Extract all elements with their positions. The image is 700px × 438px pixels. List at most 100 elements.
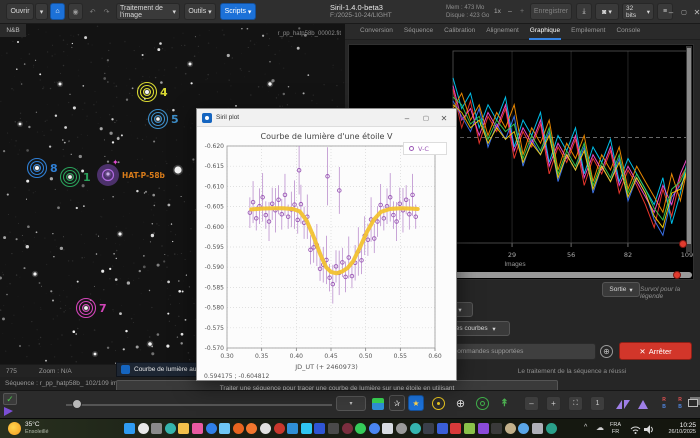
quick-photometry-icon[interactable] (432, 397, 445, 410)
taskbar-app-swirl[interactable] (164, 423, 176, 434)
clock[interactable]: 10:25 26/10/2025 (668, 422, 696, 435)
taskbar-app-lightblue-app[interactable] (518, 423, 530, 434)
weather-temperature[interactable]: 35°C (25, 421, 40, 428)
taskbar-app-crimson[interactable] (273, 423, 285, 434)
growth-tool-icon[interactable]: ↟ (500, 398, 509, 409)
plot-window-titlebar[interactable]: Siril plot – ▢ ✕ (197, 109, 456, 127)
tab-alignement[interactable]: Alignement (486, 27, 519, 34)
annotation-toggle-button[interactable]: ✰ (389, 395, 405, 411)
taskbar-app-steam[interactable] (341, 423, 353, 434)
plot-close-button[interactable]: ✕ (440, 113, 448, 123)
stop-button[interactable]: ✕ Arrêter (619, 342, 692, 360)
taskbar-app-paint[interactable] (219, 423, 231, 434)
output-dropdown[interactable]: Sortie ▾ (602, 282, 640, 297)
preview-slider-knob[interactable] (72, 399, 82, 409)
command-help-icon[interactable]: ⊕ (600, 345, 613, 358)
taskbar-app-firefox[interactable] (246, 423, 258, 434)
home-button[interactable]: ⌂ (50, 3, 65, 20)
taskbar-app-edge[interactable] (205, 423, 217, 434)
zoom-in-button[interactable]: + (519, 8, 525, 15)
siril-plot-window[interactable]: Siril plot – ▢ ✕ Courbe de lumière d'une… (196, 108, 457, 381)
taskbar-app-obs[interactable] (260, 423, 271, 434)
language-indicator[interactable]: FRA FR (610, 422, 621, 435)
open-dropdown-button[interactable]: ▾ (35, 3, 48, 20)
range-handle-bottom[interactable] (673, 271, 681, 279)
layers-icon[interactable] (688, 399, 698, 407)
cloud-icon[interactable]: ☁ (596, 423, 604, 432)
wifi-icon[interactable] (630, 425, 641, 434)
tools-menu[interactable]: Outils ▾ (184, 3, 216, 20)
zoom-in-image-button[interactable]: + (546, 396, 561, 411)
taskbar-app-x-app[interactable] (423, 423, 435, 434)
image-processing-menu[interactable]: Traitement de l'image ▾ (116, 3, 180, 20)
tray-chevron-icon[interactable]: ^ (584, 424, 588, 431)
weather-description[interactable]: Ensoleillé (25, 429, 49, 435)
command-input[interactable] (448, 343, 596, 360)
close-button[interactable]: ✕ (693, 7, 700, 17)
redo-icon[interactable]: ↷ (103, 8, 110, 16)
star-annotation-1[interactable]: 1 (59, 166, 91, 188)
taskbar-app-gray-app[interactable] (396, 423, 407, 434)
taskbar-app-explorer[interactable] (178, 423, 190, 434)
weather-sun-icon[interactable] (8, 422, 21, 435)
star-annotation-5[interactable]: 5 (147, 108, 179, 130)
taskbar-app-task-view[interactable] (151, 423, 163, 434)
taskbar-app-start[interactable] (124, 423, 135, 434)
taskbar-app-clock-app[interactable] (409, 423, 421, 434)
star-annotation-HAT-P-58b[interactable]: ✦HAT-P-58b (97, 158, 166, 186)
taskbar-app-v-red[interactable] (450, 423, 462, 434)
star-annotation-8[interactable]: 8 (26, 157, 58, 179)
save-button[interactable]: Enregistrer (530, 3, 572, 20)
display-mode-icon[interactable] (4, 407, 13, 416)
zoom-one-to-one-button[interactable]: 1 (590, 396, 605, 411)
taskbar-app-search[interactable] (137, 423, 149, 434)
taskbar-app-planet-app[interactable] (504, 423, 516, 434)
tab-calibration[interactable]: Calibration (444, 27, 476, 34)
photometry-star-button[interactable]: ★ (408, 395, 424, 411)
flip-vertical-icon[interactable] (636, 399, 650, 409)
plot-shortcut-icon[interactable] (372, 398, 384, 410)
taskbar-app-whatsapp[interactable] (355, 423, 367, 434)
open-button[interactable]: Ouvrir (6, 3, 34, 20)
target-rings-icon[interactable] (476, 397, 489, 410)
bit-depth-selector[interactable]: 32 bits ▾ (622, 3, 654, 20)
star-annotation-4[interactable]: 4 (136, 81, 169, 103)
select-check-icon[interactable]: ✓ (3, 393, 17, 405)
astrometry-globe-icon[interactable]: ⊕ (455, 398, 466, 410)
taskbar-app-dark-app[interactable] (328, 423, 339, 434)
tab-channel-nb[interactable]: N&B (0, 24, 26, 37)
tab-empilement[interactable]: Empilement (571, 27, 606, 34)
tab-conversion[interactable]: Conversion (360, 27, 393, 34)
zoom-out-image-button[interactable]: – (524, 396, 539, 411)
taskbar-app-v-blue[interactable] (436, 423, 448, 434)
plot-minimize-button[interactable]: – (404, 113, 410, 123)
chart-vertical-scrollbar[interactable] (686, 46, 692, 252)
taskbar-app-vscode[interactable] (287, 423, 299, 434)
tab-console[interactable]: Console (616, 27, 641, 34)
preview-slider-track[interactable] (66, 404, 332, 406)
undo-icon[interactable]: ↶ (89, 8, 96, 16)
curves-dropdown[interactable]: les courbes ▾ (440, 321, 510, 336)
export-icon[interactable]: ⤓ (576, 3, 592, 20)
speaker-icon[interactable] (644, 425, 654, 434)
tab-séquence[interactable]: Séquence (403, 27, 434, 34)
chart-horizontal-scrollbar[interactable] (350, 272, 692, 278)
channel-selector-dropdown[interactable]: ▾ (336, 396, 366, 411)
taskbar-app-person-app[interactable] (545, 423, 557, 434)
flip-horizontal-icon[interactable] (616, 399, 630, 409)
record-button[interactable]: ◉ (68, 3, 83, 20)
hamburger-menu-icon[interactable]: ≡ (657, 3, 673, 20)
taskbar-app-dot-app[interactable] (368, 423, 380, 434)
taskbar-app-vlc[interactable] (232, 423, 244, 434)
taskbar-app-slate-app[interactable] (491, 423, 503, 434)
taskbar-app-hub[interactable] (314, 423, 326, 434)
taskbar-app-grid-app[interactable] (464, 423, 475, 434)
range-handle-top[interactable] (679, 240, 687, 248)
plot-maximize-button[interactable]: ▢ (422, 115, 430, 122)
minimize-button[interactable]: – (668, 7, 674, 17)
taskbar-app-display-app[interactable] (532, 423, 543, 434)
taskbar-app-store[interactable] (300, 423, 312, 434)
scripts-menu[interactable]: Scripts ▾ (220, 3, 256, 20)
taskbar-app-mail[interactable] (382, 423, 394, 434)
